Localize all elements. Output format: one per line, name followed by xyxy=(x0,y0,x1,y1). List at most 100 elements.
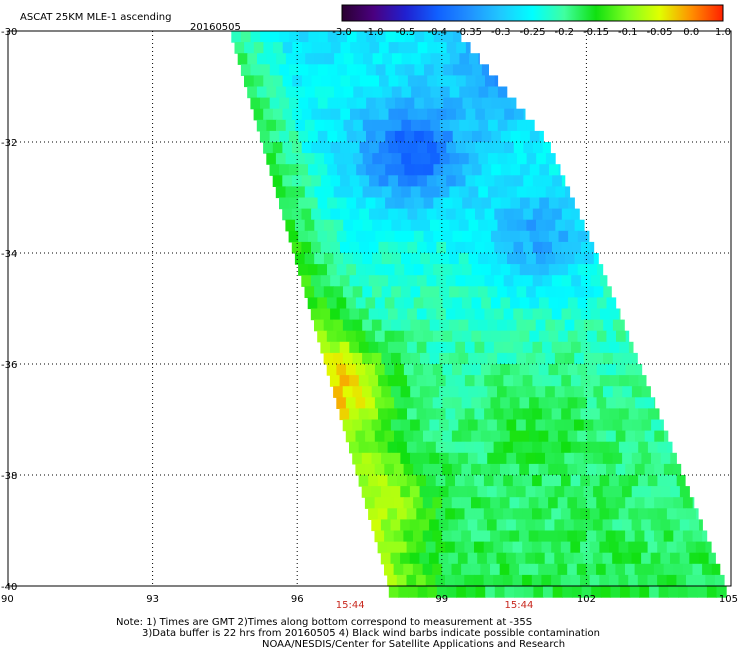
swath-cell xyxy=(410,319,421,332)
swath-cell xyxy=(381,186,393,199)
swath-cell xyxy=(593,419,604,432)
swath-cell xyxy=(472,97,483,110)
swath-cell xyxy=(310,308,321,321)
swath-cell xyxy=(532,475,543,487)
swath-cell xyxy=(314,286,325,298)
swath-cell xyxy=(666,541,677,554)
swath-cell xyxy=(493,475,504,487)
swath-cell xyxy=(522,308,534,321)
swath-cell xyxy=(545,153,556,165)
swath-cell xyxy=(574,419,585,432)
swath-cell xyxy=(388,586,399,598)
swath-cell xyxy=(532,175,544,187)
swath-cell xyxy=(487,519,498,532)
swath-cell xyxy=(361,452,372,465)
swath-cell xyxy=(427,586,438,598)
swath-cell xyxy=(395,97,406,110)
swath-cell xyxy=(362,253,373,265)
swath-cell xyxy=(371,352,382,365)
swath-cell xyxy=(609,308,620,321)
lat-tick-label: -32 xyxy=(1,138,17,149)
swath-cell xyxy=(419,419,430,432)
swath-cell xyxy=(541,475,552,487)
swath-cell xyxy=(536,153,547,165)
swath-cell xyxy=(571,308,582,321)
swath-cell xyxy=(647,441,659,454)
swath-cell xyxy=(555,186,566,199)
swath-cell xyxy=(416,408,427,421)
swath-cell xyxy=(266,119,277,132)
swath-cell xyxy=(500,197,511,210)
swath-cell xyxy=(557,530,568,543)
swath-cell xyxy=(618,541,629,554)
swath-cell xyxy=(490,364,501,376)
swath-cell xyxy=(368,341,379,354)
swath-cell xyxy=(558,297,569,310)
swath-cell xyxy=(358,341,370,354)
swath-cell xyxy=(551,275,563,287)
swath-cell xyxy=(272,142,283,154)
swath-cell xyxy=(458,352,469,365)
swath-cell xyxy=(516,186,527,199)
swath-cell xyxy=(390,519,401,532)
swath-cell xyxy=(577,430,588,443)
swath-cell xyxy=(503,408,514,421)
swath-cell xyxy=(512,441,524,454)
swath-cell xyxy=(285,153,296,165)
swath-cell xyxy=(526,119,535,132)
longitude-labels: 90 93 96 99 102 105 xyxy=(1,594,738,605)
swath-cell xyxy=(285,219,296,232)
swath-cell xyxy=(647,508,658,520)
swath-cell xyxy=(381,319,392,332)
swath-cell xyxy=(606,297,617,310)
swath-cell xyxy=(451,430,463,443)
swath-cell xyxy=(237,53,248,65)
swath-cell xyxy=(494,586,505,598)
swath-cell xyxy=(480,463,491,476)
swath-cell xyxy=(625,364,636,376)
swath-cell xyxy=(679,552,690,565)
swath-cell xyxy=(413,264,424,276)
swath-cell xyxy=(404,264,415,276)
swath-cell xyxy=(391,219,402,232)
swath-cell xyxy=(256,119,267,132)
swath-cell xyxy=(599,441,610,454)
swath-cell xyxy=(432,530,443,543)
swath-cell xyxy=(448,386,459,398)
swath-cell xyxy=(295,53,306,65)
swath-cell xyxy=(615,497,626,509)
swath-cell xyxy=(507,119,518,132)
swath-cell xyxy=(516,286,527,298)
swath-cell xyxy=(446,175,457,187)
swath-cell xyxy=(327,164,338,176)
swath-cell xyxy=(504,142,515,154)
swath-cell xyxy=(282,208,293,221)
swath-cell xyxy=(596,297,608,310)
swath-cell xyxy=(398,586,409,598)
swath-cell xyxy=(548,297,559,310)
swath-cell xyxy=(365,463,376,476)
swath-cell xyxy=(417,175,428,187)
swath-cell xyxy=(544,486,556,498)
swath-cell xyxy=(462,64,473,76)
swath-cell xyxy=(413,330,424,343)
swath-cell xyxy=(467,452,479,465)
swath-cell xyxy=(628,341,634,354)
swath-cell xyxy=(339,341,350,354)
swath-cell xyxy=(593,253,599,265)
swath-cell xyxy=(612,486,623,498)
swath-cell xyxy=(311,42,322,54)
swath-cell xyxy=(387,508,398,520)
swath-cell xyxy=(324,153,335,165)
swath-cell xyxy=(288,230,299,243)
swath-cell xyxy=(439,386,450,398)
swath-cell xyxy=(496,486,507,498)
swath-cell xyxy=(644,397,655,409)
swath-cell xyxy=(567,530,578,543)
swath-cell xyxy=(401,53,412,65)
swath-cell xyxy=(375,230,386,243)
swath-cell xyxy=(634,530,645,543)
swath-cell xyxy=(295,186,306,199)
swath-cell xyxy=(487,219,498,232)
swath-cell xyxy=(390,552,401,565)
